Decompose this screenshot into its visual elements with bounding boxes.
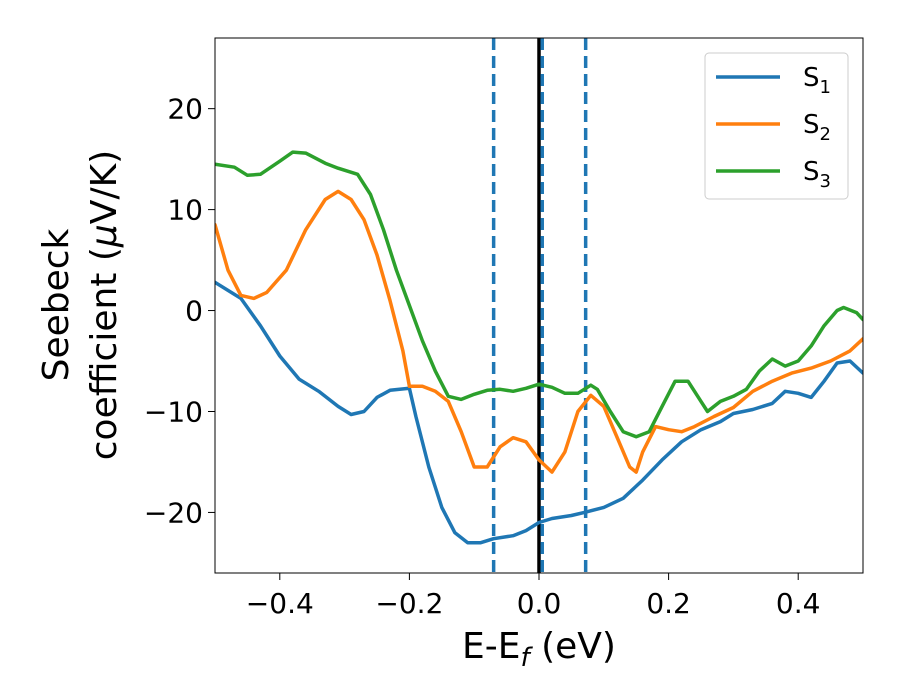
series-line-s1 <box>215 280 863 545</box>
x-axis-label: E-Ef (eV) <box>462 626 616 673</box>
y-axis-label: Seebeck coefficient (μV/K) <box>36 150 125 460</box>
y-tick-label: −10 <box>144 395 203 428</box>
legend-label-s2: S2 <box>803 110 831 145</box>
x-axis: −0.4 −0.2 0.0 0.2 0.4 <box>246 573 821 620</box>
y-axis-label-line1: Seebeck <box>36 228 77 381</box>
reference-lines <box>491 38 588 573</box>
x-tick-label: 0.4 <box>776 587 821 620</box>
y-tick-label: −20 <box>144 496 203 529</box>
y-tick-label: 20 <box>167 93 203 126</box>
legend-label-s3: S3 <box>803 157 831 192</box>
series-line-s2 <box>215 189 863 474</box>
x-tick-label: −0.2 <box>375 587 443 620</box>
series-lines <box>215 150 863 545</box>
legend-label-s1: S1 <box>803 63 831 98</box>
x-tick-label: −0.4 <box>246 587 314 620</box>
y-tick-label: 10 <box>167 194 203 227</box>
y-axis: −20 −10 0 10 20 <box>144 93 215 529</box>
legend-box <box>704 52 849 200</box>
x-tick-label: 0.0 <box>517 587 562 620</box>
series-line-s3 <box>215 150 863 439</box>
legend: S1 S2 S3 <box>704 52 849 200</box>
y-tick-label: 0 <box>185 295 203 328</box>
x-tick-label: 0.2 <box>646 587 691 620</box>
y-axis-label-line2: coefficient (μV/K) <box>84 150 125 460</box>
